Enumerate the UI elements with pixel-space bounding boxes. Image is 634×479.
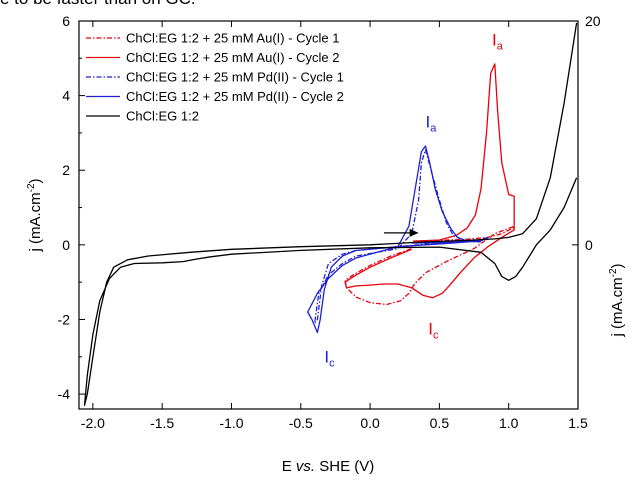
plot-frame — [78, 20, 579, 410]
peak-annotation: Ia — [426, 112, 438, 134]
y-tick-label: 0 — [62, 237, 70, 253]
series-line-1 — [344, 225, 515, 306]
series-line-3 — [313, 149, 489, 324]
series-line-4 — [307, 145, 489, 334]
x-tick-label: 0.0 — [360, 415, 380, 431]
x-tick-label: 0.5 — [430, 415, 450, 431]
legend-label: ChCl:EG 1:2 + 25 mM Au(I) - Cycle 2 — [126, 50, 339, 65]
y-tick-label: -4 — [58, 386, 71, 402]
y2-tick-label: 20 — [585, 13, 601, 29]
peak-annotation: Ia — [492, 30, 504, 52]
x-tick-label: -2.0 — [81, 415, 105, 431]
legend-label: ChCl:EG 1:2 — [126, 109, 199, 124]
arrow-head — [409, 228, 419, 237]
x-tick-label: -0.5 — [289, 415, 313, 431]
x-tick-label: -1.5 — [150, 415, 174, 431]
annotations-layer: Ia Ic Ia Ic — [324, 30, 503, 369]
ticks-layer: -2.0 -1.5 -1.0 -0.5 0.0 0.5 1.0 1.5 -4 -2 0 2 4 6 0 20 — [58, 13, 601, 431]
x-tick-label: 1.0 — [499, 415, 519, 431]
legend-label: ChCl:EG 1:2 + 25 mM Pd(II) - Cycle 1 — [126, 70, 344, 85]
y-tick-label: 4 — [62, 88, 70, 104]
y-axis-title: j (mA.cm-2) — [26, 178, 44, 252]
peak-annotation: Ic — [428, 319, 439, 341]
x-tick-label: 1.5 — [568, 415, 588, 431]
x-tick-label: -1.0 — [219, 415, 243, 431]
series-line-5 — [83, 22, 578, 406]
peak-annotation: Ic — [324, 347, 335, 369]
y2-tick-label: 0 — [585, 237, 593, 253]
y-tick-label: 2 — [62, 162, 70, 178]
legend: ChCl:EG 1:2 + 25 mM Au(I) - Cycle 1 ChCl:… — [86, 31, 344, 124]
x-axis-title: E vs. SHE (V) — [282, 458, 375, 475]
legend-label: ChCl:EG 1:2 + 25 mM Pd(II) - Cycle 2 — [126, 89, 344, 104]
series-line-2 — [344, 63, 515, 299]
y-tick-label: 6 — [62, 13, 70, 29]
series-layer — [83, 22, 578, 406]
y2-axis-title: j (mA.cm-2) — [608, 263, 626, 337]
y-tick-label: -2 — [58, 311, 71, 327]
legend-label: ChCl:EG 1:2 + 25 mM Au(I) - Cycle 1 — [126, 31, 339, 46]
scan-direction-arrow — [383, 228, 419, 237]
clipped-caption-text: e to be faster than on GC. — [0, 0, 196, 9]
